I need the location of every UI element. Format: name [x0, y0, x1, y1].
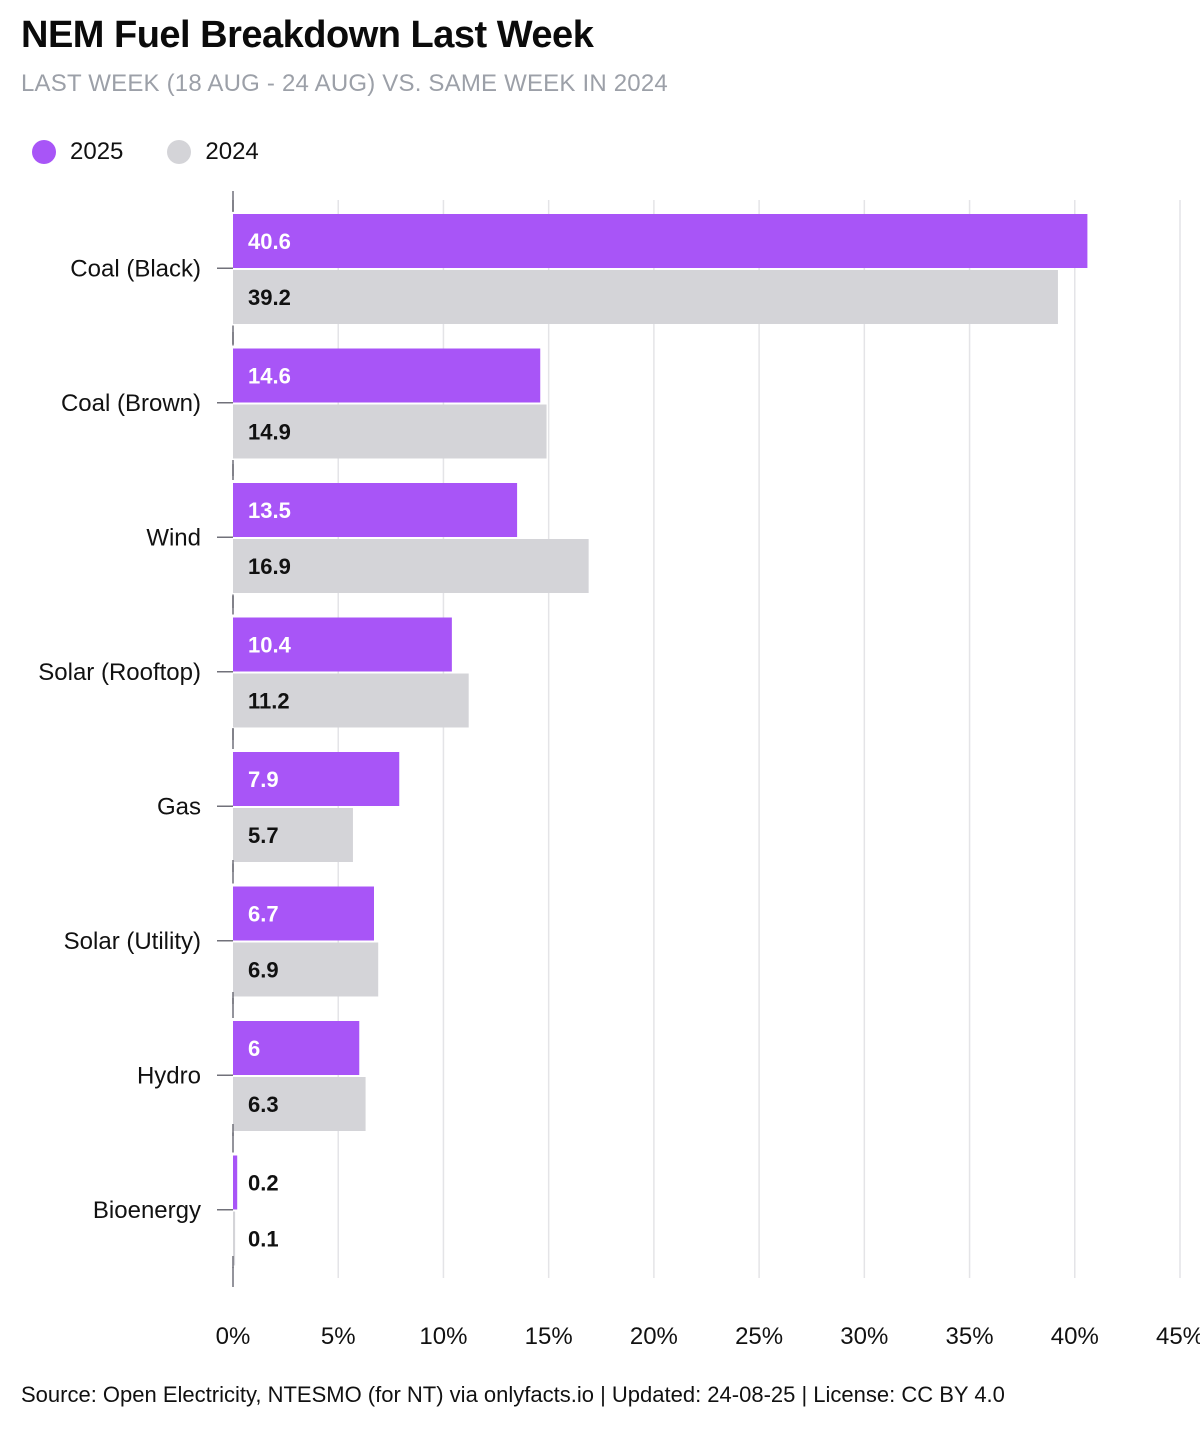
bar-2025-gas	[233, 752, 400, 806]
data-label: 6	[248, 1036, 260, 1061]
bar-2025-coal-brown	[233, 348, 541, 403]
x-tick-label: 10%	[419, 1323, 467, 1350]
category-label: Wind	[146, 524, 201, 551]
legend-swatch-2025	[32, 140, 56, 164]
bar-2024-solar-rooftop	[233, 673, 469, 728]
bar-2024-coal-brown	[233, 404, 547, 459]
bar-2024-bioenergy	[233, 1211, 236, 1266]
data-label: 39.2	[248, 285, 291, 310]
bar-2024-wind	[233, 539, 589, 593]
chart-title: NEM Fuel Breakdown Last Week	[21, 14, 594, 56]
legend-label-2025: 2025	[70, 138, 124, 165]
category-label: Hydro	[137, 1062, 201, 1089]
bar-2025-solar-rooftop	[233, 617, 452, 672]
bars: 40.6 39.2 14.6 14.9 13.5 16.9 10.4 11.2 7.9 5.7 6.…	[233, 214, 1088, 1266]
x-tick-label: 30%	[840, 1323, 888, 1350]
data-label: 6.9	[248, 958, 279, 983]
bar-chart: 0% 5% 10% 15% 20% 25% 30% 35% 40% 45% Coal (Black)…	[38, 191, 1200, 1350]
data-label: 13.5	[248, 498, 291, 523]
bar-2025-solar-utility	[233, 886, 374, 941]
data-label: 16.9	[248, 554, 291, 579]
bar-2025-wind	[233, 483, 518, 537]
legend-label-2024: 2024	[205, 138, 259, 165]
x-tick-label: 25%	[735, 1323, 783, 1350]
legend-item-2024[interactable]: 2024	[167, 138, 259, 166]
category-label: Gas	[157, 793, 201, 820]
bar-2024-coal-black	[233, 270, 1058, 324]
data-label: 0.2	[248, 1171, 279, 1196]
data-label: 10.4	[248, 633, 292, 658]
x-tick-label: 35%	[946, 1323, 994, 1350]
data-label: 5.7	[248, 823, 279, 848]
data-label: 7.9	[248, 767, 279, 792]
data-label: 6.3	[248, 1092, 279, 1117]
bar-2024-gas	[233, 808, 353, 862]
data-label: 6.7	[248, 902, 279, 927]
category-label: Coal (Black)	[70, 255, 201, 282]
category-label: Coal (Brown)	[61, 390, 201, 417]
chart-subtitle: LAST WEEK (18 AUG - 24 AUG) VS. SAME WEE…	[21, 70, 668, 97]
data-label: 11.2	[248, 689, 290, 714]
bar-2025-coal-black	[233, 214, 1088, 268]
x-axis-tick-labels: 0% 5% 10% 15% 20% 25% 30% 35% 40% 45%	[216, 1323, 1200, 1350]
x-tick-label: 5%	[321, 1323, 356, 1350]
data-label: 14.6	[248, 364, 291, 389]
x-tick-label: 20%	[630, 1323, 678, 1350]
x-tick-label: 15%	[525, 1323, 573, 1350]
x-tick-label: 40%	[1051, 1323, 1099, 1350]
category-label: Solar (Utility)	[64, 928, 201, 955]
data-label: 40.6	[248, 229, 291, 254]
x-tick-label: 45%	[1156, 1323, 1200, 1350]
category-label: Solar (Rooftop)	[38, 659, 201, 686]
bar-2024-hydro	[233, 1077, 366, 1131]
bar-2025-hydro	[233, 1021, 360, 1075]
legend: 2025 2024	[32, 138, 303, 166]
bar-2025-bioenergy	[233, 1155, 238, 1210]
data-label: 14.9	[248, 420, 291, 445]
legend-item-2025[interactable]: 2025	[32, 138, 123, 166]
bar-2024-solar-utility	[233, 942, 379, 997]
category-label: Bioenergy	[93, 1197, 201, 1224]
legend-swatch-2024	[167, 140, 192, 164]
source-footer: Source: Open Electricity, NTESMO (for NT…	[21, 1382, 1005, 1407]
data-label: 0.1	[248, 1227, 279, 1252]
x-tick-label: 0%	[216, 1323, 251, 1350]
